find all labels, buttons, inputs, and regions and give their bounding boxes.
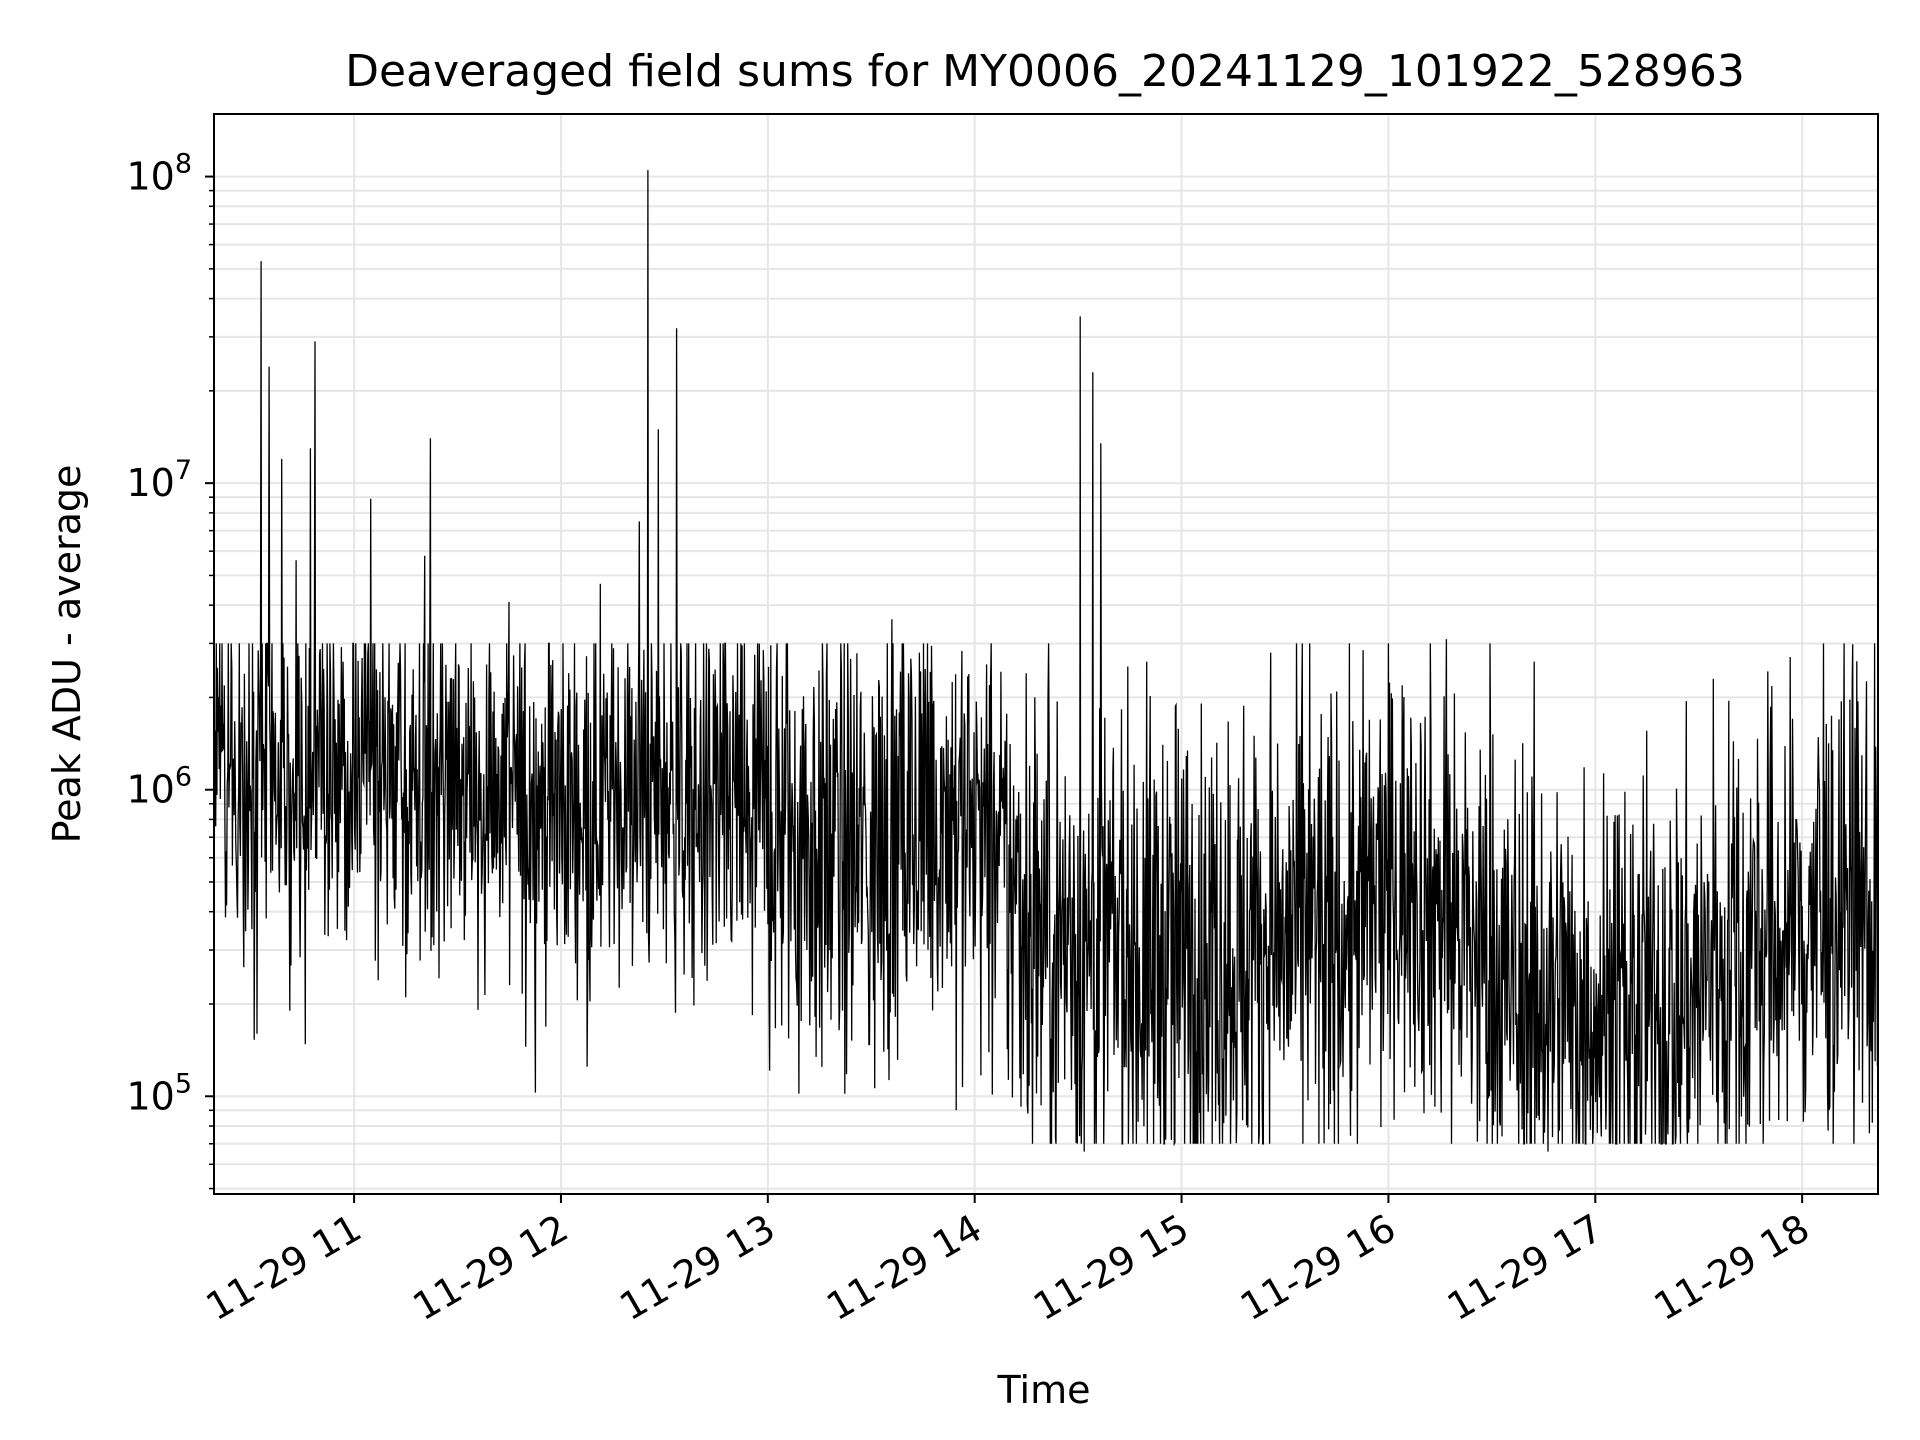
plot-frame (213, 113, 1879, 1195)
y-tick-label: 108 (126, 149, 192, 199)
y-axis-label: Peak ADU - average (45, 465, 89, 844)
x-axis-label: Time (997, 1368, 1091, 1412)
series-line (214, 170, 1878, 1152)
y-tick-label: 106 (126, 762, 192, 812)
y-axis-ticks: 105 106 107 108 (126, 149, 214, 1190)
series-line-group (214, 170, 1878, 1152)
y-tick-label: 105 (126, 1068, 192, 1118)
y-tick-label: 107 (126, 455, 192, 505)
chart-title: Deaveraged field sums for MY0006_2024112… (345, 46, 1745, 97)
